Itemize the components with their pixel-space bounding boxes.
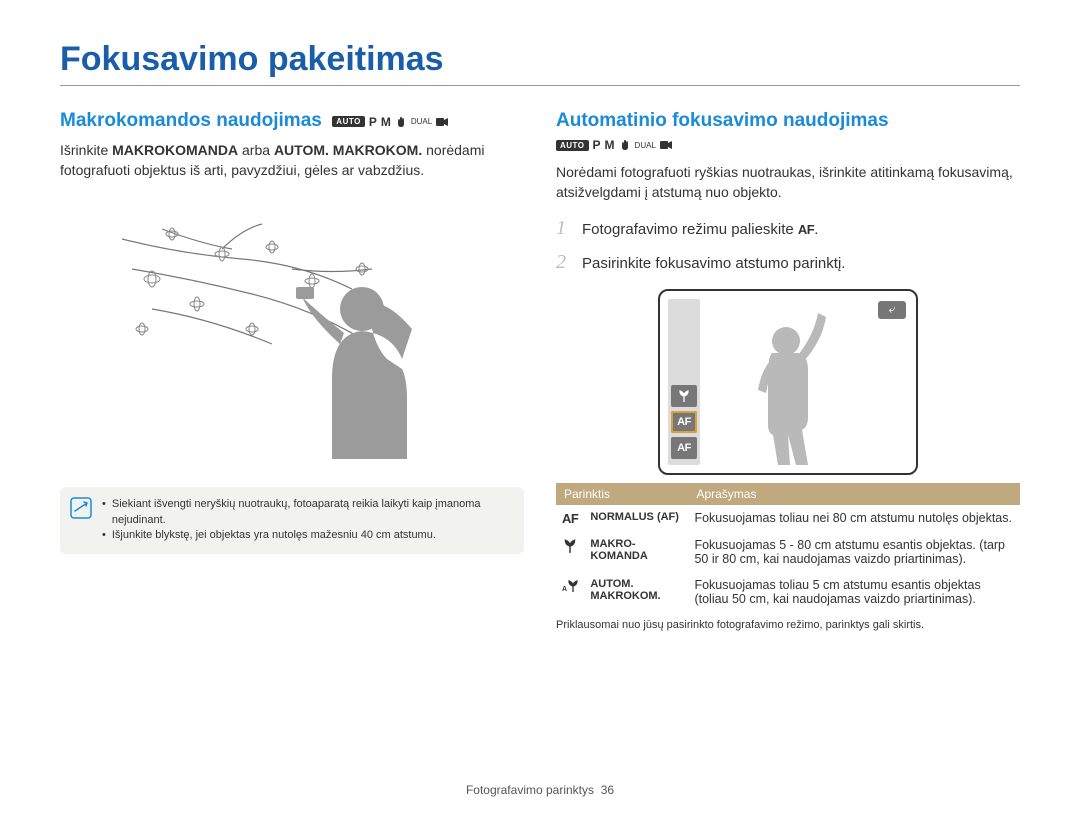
option-name: NORMALUS (AF) [584, 505, 688, 532]
camera-screen: ⤶ AF AF [658, 289, 918, 475]
tip-item: Siekiant išvengti neryškių nuotraukų, fo… [102, 497, 512, 529]
af-icon: AF [562, 511, 578, 526]
af-option-icon[interactable]: AF [671, 411, 697, 433]
video-icon [660, 140, 672, 150]
right-subtitle: Automatinio fokusavimo naudojimas [556, 110, 889, 131]
footnote: Priklausomai nuo jūsų pasirinkto fotogra… [556, 618, 1020, 633]
mode-icon-row: AUTO P M DUAL [332, 115, 448, 129]
left-column: Makrokomandos naudojimas AUTO P M DUAL I… [60, 110, 524, 633]
tip-box: Siekiant išvengti neryškių nuotraukų, fo… [60, 487, 524, 555]
m-icon: M [605, 138, 615, 152]
option-desc: Fokusuojamas 5 - 80 cm atstumu esantis o… [688, 532, 1020, 572]
step-1: 1 Fotografavimo režimu palieskite AF. [556, 213, 1020, 243]
left-instruction: Išrinkite MAKROKOMANDA arba AUTOM. MAKRO… [60, 140, 524, 181]
child-silhouette [718, 305, 858, 465]
table-header-option: Parinktis [556, 483, 688, 505]
m-icon: M [381, 115, 391, 129]
tip-item: Išjunkite blykstę, jei objektas yra nuto… [102, 528, 512, 544]
option-desc: Fokusuojamas toliau 5 cm atstumu esantis… [688, 572, 1020, 612]
video-icon [436, 117, 448, 127]
af-icon: AF [798, 222, 814, 237]
hand-icon [395, 116, 407, 128]
note-icon [70, 497, 92, 519]
p-icon: P [593, 138, 601, 152]
step-number: 2 [556, 247, 572, 277]
table-row: AF NORMALUS (AF) Fokusuojamas toliau nei… [556, 505, 1020, 532]
table-row: MAKRO-KOMANDA Fokusuojamas 5 - 80 cm ats… [556, 532, 1020, 572]
table-header-desc: Aprašymas [688, 483, 1020, 505]
auto-flower-icon: A [562, 578, 578, 594]
option-name: AUTOM. MAKROKOM. [584, 572, 688, 612]
dual-icon: DUAL [635, 141, 656, 150]
auto-icon: AUTO [332, 116, 365, 127]
right-intro: Norėdami fotografuoti ryškias nuotraukas… [556, 162, 1020, 203]
back-button[interactable]: ⤶ [878, 301, 906, 319]
auto-icon: AUTO [556, 140, 589, 151]
left-subtitle: Makrokomandos naudojimas [60, 110, 322, 131]
step-number: 1 [556, 213, 572, 243]
svg-text:A: A [562, 586, 567, 593]
option-desc: Fokusuojamas toliau nei 80 cm atstumu nu… [688, 505, 1020, 532]
auto-macro-option-icon[interactable]: AF [671, 437, 697, 459]
step-2: 2 Pasirinkite fokusavimo atstumo parinkt… [556, 247, 1020, 277]
p-icon: P [369, 115, 377, 129]
table-row: A AUTOM. MAKROKOM. Fokusuojamas toliau 5… [556, 572, 1020, 612]
dual-icon: DUAL [411, 117, 432, 126]
right-column: Automatinio fokusavimo naudojimas AUTO P… [556, 110, 1020, 633]
illustration-wrap [60, 199, 524, 459]
page-footer: Fotografavimo parinktys 36 [0, 783, 1080, 797]
mode-icon-row: AUTO P M DUAL [556, 138, 1020, 152]
hand-icon [619, 139, 631, 151]
options-table: Parinktis Aprašymas AF NORMALUS (AF) Fok… [556, 483, 1020, 612]
macro-illustration [102, 199, 482, 459]
page-title: Fokusavimo pakeitimas [60, 40, 1020, 79]
flower-icon [562, 538, 578, 554]
divider [60, 85, 1020, 86]
macro-option-icon[interactable] [671, 385, 697, 407]
option-name: MAKRO-KOMANDA [584, 532, 688, 572]
